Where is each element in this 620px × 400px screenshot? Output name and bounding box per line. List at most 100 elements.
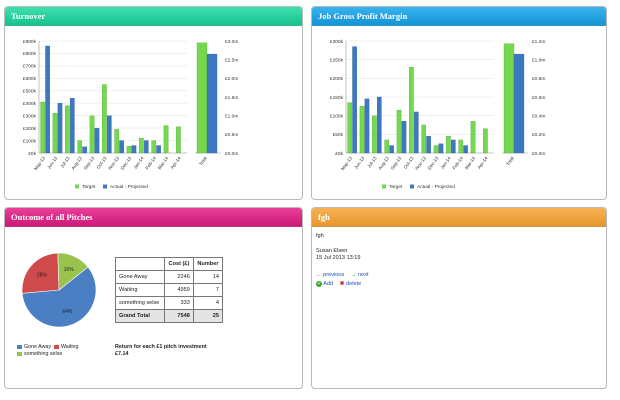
x-tick-label-total: Total [198, 156, 208, 167]
x-tick-label: Feb-14 [452, 155, 465, 170]
bar-actual [143, 140, 149, 154]
bar-actual [401, 121, 407, 154]
bar-target [433, 145, 439, 154]
x-tick-label: Oct-13 [403, 155, 415, 170]
pie-legend-label: Waiting [60, 344, 79, 350]
x-tick-label: Aug-13 [70, 155, 83, 170]
bar-actual [376, 96, 382, 154]
table-cell: 4 [192, 296, 224, 310]
table-cell: 7 [192, 283, 224, 297]
table-row: something selse 333 4 [114, 296, 224, 310]
x-tick-label: Sep-13 [390, 155, 403, 170]
y2-tick-label: £0.2m [532, 132, 545, 138]
bar-actual [352, 46, 357, 154]
pie-slice-label: 16% [64, 267, 75, 273]
pitches-panel-title: Outcome of all Pitches [5, 208, 302, 227]
pitch-table: Cost (£) Number Gone Away 2246 14 Waitin… [114, 257, 224, 323]
gross-margin-panel: Job Gross Profit Margin £0k £50k £100k £150… [311, 6, 607, 200]
pie-legend-row: something selse [17, 351, 78, 358]
bar-target [126, 146, 132, 154]
return-on-investment: Return for each £1 pitch investment £7.1… [115, 344, 207, 358]
next-label: next [358, 272, 369, 278]
y2-tick-label: £0.6m [532, 95, 545, 101]
bar-actual [364, 98, 370, 154]
y2-tick-label: £0.0m [225, 151, 238, 157]
legend-swatch [53, 344, 59, 349]
add-label: Add [323, 281, 334, 288]
bar-actual [426, 136, 431, 154]
pie-slice [57, 252, 89, 291]
table-row: Gone Away 2246 14 [114, 270, 224, 284]
bar-target [421, 124, 427, 154]
previous-link[interactable]: ← previous [316, 272, 344, 278]
bar-actual [45, 45, 50, 154]
x-tick-label: Apr-14 [477, 155, 489, 170]
x-tick-label: Jan-14 [132, 155, 144, 170]
bar-target [409, 66, 414, 154]
table-cell: Waiting [114, 283, 166, 297]
delete-label: delete [346, 281, 362, 288]
x-tick-label: Mar-14 [157, 155, 170, 170]
add-button[interactable]: + Add [316, 281, 333, 287]
table-header: Cost (£) [164, 257, 194, 271]
bar-target [52, 113, 58, 154]
pie-slice-label: 64% [62, 309, 73, 315]
table-row: Waiting 4959 7 [114, 283, 224, 297]
bar-target [396, 109, 402, 154]
table-cell: 7548 [164, 309, 194, 323]
bar-target [446, 136, 451, 154]
y-tick-label: £200k [23, 126, 37, 132]
y-tick-label: £250k [330, 57, 344, 63]
y-tick-label: £0k [335, 151, 343, 157]
x-tick-label: Dec-13 [427, 155, 440, 170]
legend-label-actual: Actual - Projected [417, 184, 455, 190]
legend-label-target: Target [82, 184, 96, 190]
close-icon: ✖ [339, 281, 345, 288]
previous-label: previous [323, 272, 345, 278]
bar-actual [119, 140, 124, 154]
y2-tick-label: £0.4m [532, 113, 545, 119]
bar-target [89, 115, 95, 154]
bar-target [65, 105, 70, 154]
pitches-panel: Outcome of all Pitches 64% 28% 16% Cost (£… [4, 207, 303, 389]
bar-actual [450, 139, 456, 154]
pie-legend-label: Gone Away [24, 344, 51, 350]
x-tick-label: Sep-13 [83, 155, 96, 170]
bar-target [139, 137, 144, 154]
bar-actual [389, 145, 394, 154]
x-tick-label: Apr-14 [170, 155, 182, 170]
bar-target [151, 140, 157, 154]
y-tick-label: £600k [23, 76, 37, 82]
bar-actual [413, 111, 419, 154]
pie-legend-label: something selse [24, 351, 63, 357]
y2-tick-label: £1.0m [225, 113, 238, 119]
y2-tick-label: £0.8m [532, 76, 545, 82]
table-cell: 25 [192, 309, 224, 323]
bar-target [359, 106, 365, 154]
x-tick-label: May-13 [33, 155, 46, 171]
y2-tick-label: £2.0m [225, 76, 238, 82]
bar-target [372, 115, 377, 154]
bar-target [114, 129, 120, 154]
delete-button[interactable]: ✖ delete [340, 281, 362, 287]
y2-tick-label: £0.5m [225, 132, 238, 138]
table-cell: 4959 [164, 283, 194, 297]
bar-target [458, 139, 464, 154]
y2-tick-label: £1.2m [532, 39, 545, 45]
x-tick-label: Jun-13 [46, 155, 58, 170]
y-tick-label: £800k [23, 51, 37, 57]
table-cell: Grand Total [114, 309, 166, 323]
table-total-row: Grand Total 7548 25 [114, 309, 224, 323]
x-tick-label: Nov-13 [414, 155, 427, 170]
bar-target [470, 121, 476, 154]
plus-icon: + [316, 281, 322, 287]
turnover-panel-title: Turnover [5, 7, 302, 26]
y2-tick-label: £1.0m [532, 57, 545, 63]
bar-total-target [196, 42, 208, 154]
y-tick-label: £100k [23, 138, 37, 144]
x-tick-label: Jun-13 [353, 155, 365, 170]
note-date: 15 Jul 2013 13:19 [316, 255, 361, 261]
table-header-row: Cost (£) Number [114, 257, 224, 271]
next-link[interactable]: → next [351, 272, 369, 278]
gross-margin-panel-title: Job Gross Profit Margin [312, 7, 606, 26]
